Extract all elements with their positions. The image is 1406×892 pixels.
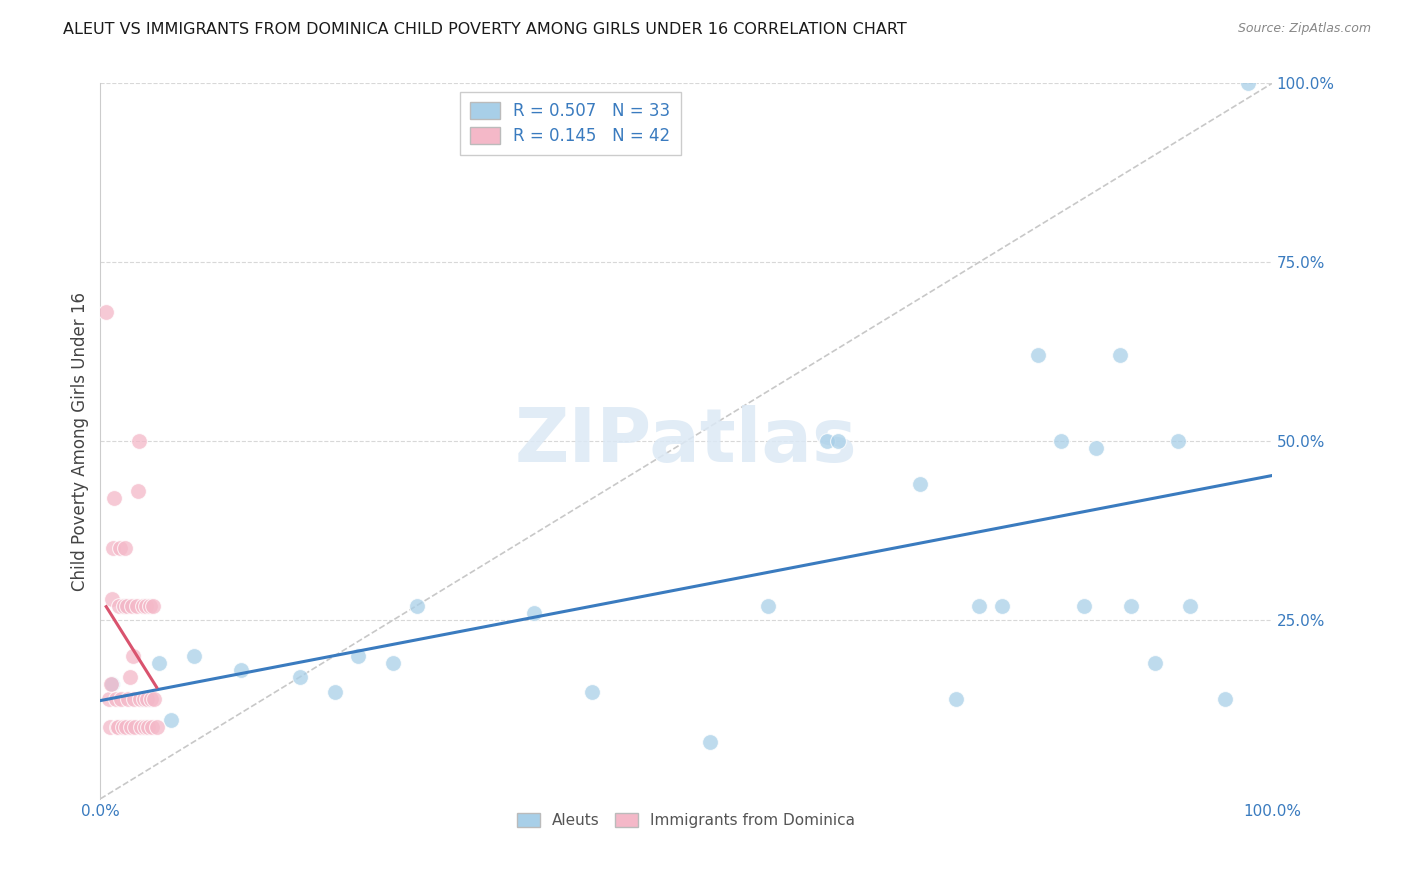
Point <box>1121 599 1143 613</box>
Point <box>97 691 120 706</box>
Point <box>1167 434 1189 449</box>
Point <box>1085 442 1108 456</box>
Point <box>111 720 134 734</box>
Point <box>141 720 163 734</box>
Point <box>323 684 346 698</box>
Point <box>124 691 146 706</box>
Point <box>100 677 122 691</box>
Point <box>129 691 152 706</box>
Point <box>581 684 603 698</box>
Point <box>131 599 153 613</box>
Point <box>128 434 150 449</box>
Point <box>131 720 153 734</box>
Point <box>96 305 118 319</box>
Point <box>121 599 143 613</box>
Point <box>135 599 157 613</box>
Point <box>115 720 138 734</box>
Point <box>159 713 181 727</box>
Text: ALEUT VS IMMIGRANTS FROM DOMINICA CHILD POVERTY AMONG GIRLS UNDER 16 CORRELATION: ALEUT VS IMMIGRANTS FROM DOMINICA CHILD … <box>63 22 907 37</box>
Point <box>104 691 127 706</box>
Point <box>1237 77 1260 91</box>
Point <box>756 599 779 613</box>
Point <box>122 648 145 663</box>
Point <box>139 691 162 706</box>
Text: ZIPatlas: ZIPatlas <box>515 405 858 477</box>
Point <box>107 720 129 734</box>
Point <box>101 591 124 606</box>
Point <box>945 691 967 706</box>
Point <box>1073 599 1095 613</box>
Point <box>148 656 170 670</box>
Point <box>1178 599 1201 613</box>
Point <box>145 720 167 734</box>
Point <box>1050 434 1073 449</box>
Point <box>382 656 405 670</box>
Point <box>112 599 135 613</box>
Point <box>815 434 838 449</box>
Point <box>112 599 135 613</box>
Point <box>229 663 252 677</box>
Point <box>118 670 141 684</box>
Point <box>136 691 159 706</box>
Text: Source: ZipAtlas.com: Source: ZipAtlas.com <box>1237 22 1371 36</box>
Point <box>125 599 148 613</box>
Point <box>138 599 160 613</box>
Point <box>1143 656 1166 670</box>
Point <box>347 648 370 663</box>
Point <box>1108 348 1130 362</box>
Point <box>132 691 155 706</box>
Point <box>134 720 156 734</box>
Point <box>98 720 121 734</box>
Point <box>405 599 427 613</box>
Point <box>101 677 124 691</box>
Point <box>110 541 132 556</box>
Point <box>127 484 149 499</box>
Point <box>120 720 142 734</box>
Point <box>288 670 311 684</box>
Point <box>103 541 125 556</box>
Y-axis label: Child Poverty Among Girls Under 16: Child Poverty Among Girls Under 16 <box>72 292 89 591</box>
Point <box>142 599 165 613</box>
Point <box>114 541 136 556</box>
Point <box>138 720 160 734</box>
Point <box>103 491 125 506</box>
Point <box>967 599 990 613</box>
Point <box>1213 691 1236 706</box>
Point <box>523 606 546 620</box>
Point <box>108 599 131 613</box>
Point <box>136 691 159 706</box>
Point <box>110 691 132 706</box>
Point <box>910 477 932 491</box>
Point <box>1026 348 1049 362</box>
Point <box>183 648 205 663</box>
Point <box>105 720 128 734</box>
Point <box>699 734 721 748</box>
Point <box>143 691 166 706</box>
Point <box>827 434 849 449</box>
Point <box>124 720 146 734</box>
Legend: Aleuts, Immigrants from Dominica: Aleuts, Immigrants from Dominica <box>510 807 862 834</box>
Point <box>117 599 139 613</box>
Point <box>117 691 139 706</box>
Point <box>991 599 1014 613</box>
